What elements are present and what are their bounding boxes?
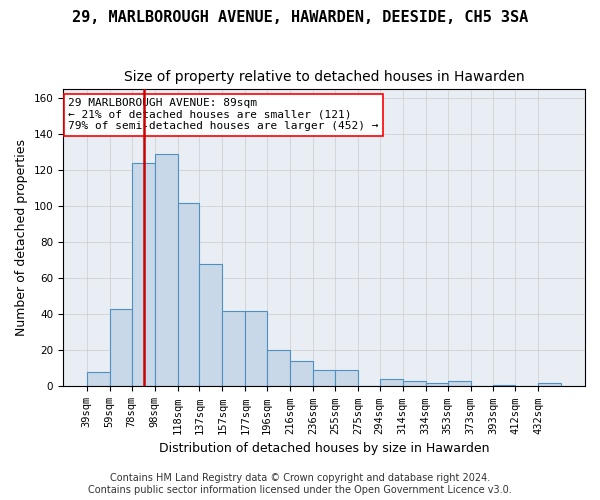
Bar [223,311,245,386]
Bar [335,370,358,386]
Text: 29, MARLBOROUGH AVENUE, HAWARDEN, DEESIDE, CH5 3SA: 29, MARLBOROUGH AVENUE, HAWARDEN, DEESID… [72,10,528,25]
Bar [155,154,178,386]
Text: Contains HM Land Registry data © Crown copyright and database right 2024.
Contai: Contains HM Land Registry data © Crown c… [88,474,512,495]
Bar [131,163,155,386]
X-axis label: Distribution of detached houses by size in Hawarden: Distribution of detached houses by size … [159,442,489,455]
Title: Size of property relative to detached houses in Hawarden: Size of property relative to detached ho… [124,70,524,84]
Text: 29 MARLBOROUGH AVENUE: 89sqm
← 21% of detached houses are smaller (121)
79% of s: 29 MARLBOROUGH AVENUE: 89sqm ← 21% of de… [68,98,379,132]
Bar [538,383,561,386]
Bar [380,379,403,386]
Bar [178,203,199,386]
Bar [87,372,110,386]
Bar [290,361,313,386]
Bar [110,309,131,386]
Bar [313,370,335,386]
Bar [245,311,267,386]
Bar [493,384,515,386]
Bar [425,383,448,386]
Y-axis label: Number of detached properties: Number of detached properties [15,140,28,336]
Bar [403,381,425,386]
Bar [448,381,470,386]
Bar [199,264,223,386]
Bar [267,350,290,386]
